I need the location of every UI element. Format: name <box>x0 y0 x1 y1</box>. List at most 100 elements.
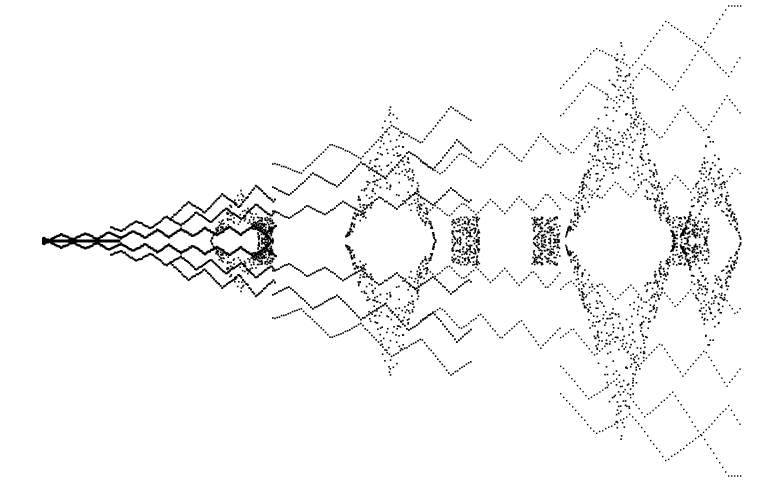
fractal-dot <box>395 353 397 355</box>
fractal-dot <box>666 185 668 187</box>
fractal-dot <box>80 246 83 249</box>
fractal-dot <box>523 156 525 159</box>
fractal-dot <box>645 144 647 146</box>
fractal-dot <box>252 255 255 258</box>
fractal-dot <box>109 231 112 234</box>
fractal-dot <box>690 289 692 291</box>
fractal-dot <box>562 194 564 196</box>
fractal-dot <box>496 205 499 207</box>
fractal-dot <box>324 179 326 182</box>
fractal-dot <box>266 267 269 270</box>
fractal-dot <box>547 220 550 222</box>
fractal-dot <box>450 374 452 376</box>
fractal-dot <box>705 351 707 354</box>
fractal-dot <box>626 405 628 408</box>
fractal-dot <box>582 284 584 286</box>
fractal-dot <box>721 377 723 379</box>
fractal-dot <box>428 278 430 281</box>
fractal-dot <box>418 266 420 269</box>
fractal-dot <box>504 212 506 215</box>
fractal-dot <box>553 227 555 230</box>
fractal-dot <box>342 180 344 182</box>
fractal-dot <box>618 106 621 108</box>
fractal-dot <box>706 248 709 250</box>
fractal-dot <box>316 210 318 212</box>
fractal-dot <box>588 161 590 163</box>
fractal-dot <box>463 203 465 205</box>
fractal-dot <box>386 279 388 282</box>
fractal-dot <box>465 116 468 119</box>
fractal-dot <box>276 211 278 214</box>
fractal-dot <box>431 253 434 255</box>
fractal-dot <box>720 186 723 188</box>
fractal-dot <box>566 248 568 250</box>
fractal-dot <box>266 221 269 224</box>
fractal-dot <box>700 177 702 180</box>
fractal-dot <box>642 352 645 355</box>
fractal-dot <box>697 201 699 203</box>
fractal-dot <box>647 327 649 329</box>
fractal-dot <box>368 166 370 169</box>
fractal-dot <box>258 242 260 244</box>
fractal-dot <box>476 223 478 226</box>
fractal-dot <box>612 153 615 155</box>
fractal-dot <box>380 311 383 314</box>
fractal-dot <box>695 294 697 297</box>
fractal-dot <box>294 170 296 172</box>
fractal-dot <box>645 357 648 359</box>
fractal-dot <box>575 278 578 281</box>
fractal-dot <box>478 217 481 220</box>
fractal-dot <box>614 139 616 141</box>
fractal-dot <box>597 149 599 152</box>
fractal-dot <box>452 260 455 263</box>
fractal-dot <box>209 259 212 262</box>
fractal-dot <box>460 241 462 244</box>
fractal-dot <box>335 334 338 337</box>
fractal-dot <box>713 115 715 117</box>
fractal-dot <box>540 234 543 237</box>
fractal-dot <box>266 245 268 247</box>
fractal-dot <box>609 340 611 343</box>
fractal-dot <box>701 259 703 261</box>
fractal-dot <box>223 257 225 260</box>
fractal-dot <box>698 44 700 47</box>
fractal-dot <box>704 221 706 224</box>
fractal-dot <box>408 135 410 137</box>
fractal-dot <box>666 128 668 131</box>
fractal-dot <box>186 248 189 251</box>
fractal-dot <box>392 311 394 313</box>
fractal-dot <box>688 259 691 262</box>
fractal-dot <box>241 269 244 272</box>
fractal-dot <box>587 169 589 172</box>
fractal-dot <box>736 222 738 225</box>
fractal-dot <box>351 327 353 330</box>
fractal-dot <box>270 232 273 235</box>
fractal-dot <box>694 236 697 239</box>
fractal-dot <box>658 297 660 300</box>
fractal-dot <box>358 197 360 199</box>
fractal-dot <box>267 218 270 221</box>
fractal-dot <box>607 96 609 98</box>
fractal-dot <box>736 256 739 259</box>
fractal-dot <box>710 120 713 123</box>
fractal-dot <box>357 195 360 198</box>
fractal-dot <box>470 257 473 259</box>
fractal-dot <box>597 292 599 294</box>
fractal-dot <box>585 394 587 397</box>
fractal-dot <box>653 205 656 208</box>
fractal-dot <box>715 202 718 204</box>
fractal-dot <box>213 217 216 220</box>
fractal-dot <box>605 366 608 368</box>
fractal-dot <box>420 262 422 265</box>
fractal-dot <box>94 237 97 240</box>
fractal-dot <box>261 190 264 192</box>
fractal-dot <box>244 209 246 212</box>
fractal-dot <box>426 163 428 166</box>
fractal-dot <box>668 215 671 217</box>
fractal-dot <box>468 226 471 229</box>
fractal-dot <box>675 264 678 266</box>
fractal-dot <box>700 209 702 211</box>
fractal-dot <box>504 334 506 336</box>
fractal-dot <box>226 283 228 286</box>
fractal-dot <box>717 197 719 199</box>
